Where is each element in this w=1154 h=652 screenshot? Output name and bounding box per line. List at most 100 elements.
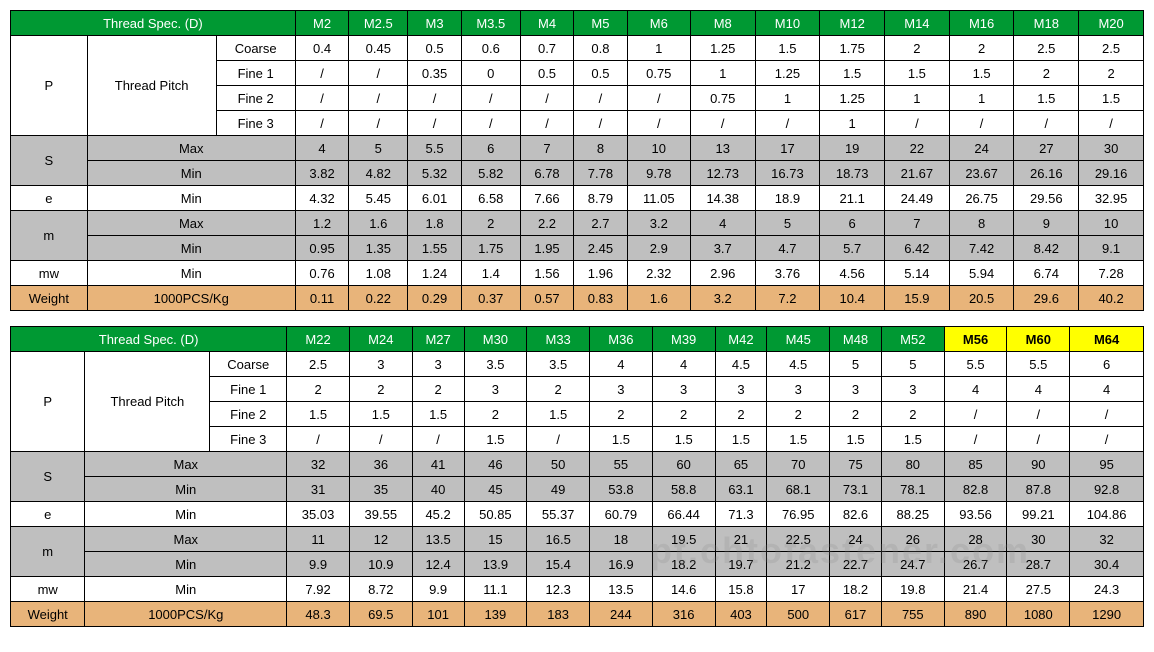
value-cell: 24 xyxy=(949,136,1014,161)
value-cell: 6.42 xyxy=(885,236,950,261)
value-cell: 12.4 xyxy=(412,552,464,577)
group-label: e xyxy=(11,502,85,527)
value-cell: 2 xyxy=(885,36,950,61)
value-cell: 82.8 xyxy=(944,477,1007,502)
value-cell: / xyxy=(949,111,1014,136)
value-cell: 87.8 xyxy=(1007,477,1070,502)
value-cell: / xyxy=(408,111,461,136)
table-row: Weight1000PCS/Kg0.110.220.290.370.570.83… xyxy=(11,286,1144,311)
value-cell: 4 xyxy=(944,377,1007,402)
value-cell: 24.49 xyxy=(885,186,950,211)
value-cell: 7 xyxy=(885,211,950,236)
value-cell: 104.86 xyxy=(1070,502,1144,527)
value-cell: / xyxy=(627,86,690,111)
table-row: Min313540454953.858.863.168.173.178.182.… xyxy=(11,477,1144,502)
size-header: M5 xyxy=(574,11,627,36)
table-row: Min0.951.351.551.751.952.452.93.74.75.76… xyxy=(11,236,1144,261)
value-cell: 16.9 xyxy=(590,552,653,577)
value-cell: 5 xyxy=(881,352,944,377)
value-cell: 0.7 xyxy=(520,36,573,61)
value-cell: / xyxy=(1007,402,1070,427)
value-cell: 1.5 xyxy=(820,61,885,86)
value-cell: 1 xyxy=(820,111,885,136)
value-cell: 30.4 xyxy=(1070,552,1144,577)
value-cell: 2.32 xyxy=(627,261,690,286)
value-cell: 8.72 xyxy=(349,577,412,602)
value-cell: 5 xyxy=(830,352,882,377)
value-cell: 101 xyxy=(412,602,464,627)
value-cell: 0.45 xyxy=(349,36,408,61)
value-cell: 40 xyxy=(412,477,464,502)
value-cell: 75 xyxy=(830,452,882,477)
value-cell: 39.55 xyxy=(349,502,412,527)
value-cell: 1.75 xyxy=(820,36,885,61)
size-header: M33 xyxy=(527,327,590,352)
value-cell: 3 xyxy=(349,352,412,377)
value-cell: 14.38 xyxy=(690,186,755,211)
value-cell: 8 xyxy=(574,136,627,161)
value-cell: 5.5 xyxy=(944,352,1007,377)
value-cell: 13 xyxy=(690,136,755,161)
value-cell: 6.74 xyxy=(1014,261,1079,286)
table-row: SMax3236414650556065707580859095 xyxy=(11,452,1144,477)
group-label: P xyxy=(11,352,85,452)
value-cell: 2.5 xyxy=(1079,36,1144,61)
value-cell: 46 xyxy=(464,452,527,477)
row-label: Min xyxy=(85,577,287,602)
value-cell: 0.5 xyxy=(574,61,627,86)
value-cell: 4 xyxy=(690,211,755,236)
row-label: Max xyxy=(85,527,287,552)
row-label: Min xyxy=(87,161,295,186)
value-cell: 2.5 xyxy=(287,352,350,377)
sub-label: Thread Pitch xyxy=(85,352,210,452)
value-cell: 1.8 xyxy=(408,211,461,236)
value-cell: 1.5 xyxy=(885,61,950,86)
value-cell: 1.5 xyxy=(949,61,1014,86)
value-cell: 19.5 xyxy=(652,527,715,552)
value-cell: 3.5 xyxy=(527,352,590,377)
value-cell: 9.1 xyxy=(1079,236,1144,261)
value-cell: 7 xyxy=(520,136,573,161)
value-cell: / xyxy=(1079,111,1144,136)
value-cell: 2 xyxy=(527,377,590,402)
value-cell: 15.9 xyxy=(885,286,950,311)
value-cell: 10 xyxy=(1079,211,1144,236)
value-cell: 18 xyxy=(590,527,653,552)
value-cell: 4 xyxy=(652,352,715,377)
value-cell: / xyxy=(1070,402,1144,427)
row-label: Fine 2 xyxy=(210,402,287,427)
value-cell: 26.7 xyxy=(944,552,1007,577)
value-cell: 2 xyxy=(949,36,1014,61)
size-header: M10 xyxy=(755,11,820,36)
row-label: Fine 3 xyxy=(210,427,287,452)
value-cell: 60.79 xyxy=(590,502,653,527)
table-row: Min9.910.912.413.915.416.918.219.721.222… xyxy=(11,552,1144,577)
value-cell: 1.5 xyxy=(715,427,767,452)
value-cell: 17 xyxy=(767,577,830,602)
sub-label: Thread Pitch xyxy=(87,36,216,136)
value-cell: 316 xyxy=(652,602,715,627)
value-cell: 3.7 xyxy=(690,236,755,261)
value-cell: 5.32 xyxy=(408,161,461,186)
size-header: M4 xyxy=(520,11,573,36)
value-cell: 78.1 xyxy=(881,477,944,502)
value-cell: 10.9 xyxy=(349,552,412,577)
value-cell: 32 xyxy=(1070,527,1144,552)
size-header: M60 xyxy=(1007,327,1070,352)
value-cell: 36 xyxy=(349,452,412,477)
value-cell: 3 xyxy=(464,377,527,402)
value-cell: 5.7 xyxy=(820,236,885,261)
value-cell: 30 xyxy=(1007,527,1070,552)
value-cell: / xyxy=(574,86,627,111)
table-row: eMin35.0339.5545.250.8555.3760.7966.4471… xyxy=(11,502,1144,527)
value-cell: 3.2 xyxy=(690,286,755,311)
value-cell: 5.82 xyxy=(461,161,520,186)
value-cell: 0.95 xyxy=(295,236,348,261)
value-cell: / xyxy=(349,111,408,136)
value-cell: / xyxy=(349,61,408,86)
row-label: Min xyxy=(85,477,287,502)
value-cell: 0.29 xyxy=(408,286,461,311)
value-cell: 50.85 xyxy=(464,502,527,527)
value-cell: / xyxy=(944,427,1007,452)
value-cell: 4.5 xyxy=(715,352,767,377)
